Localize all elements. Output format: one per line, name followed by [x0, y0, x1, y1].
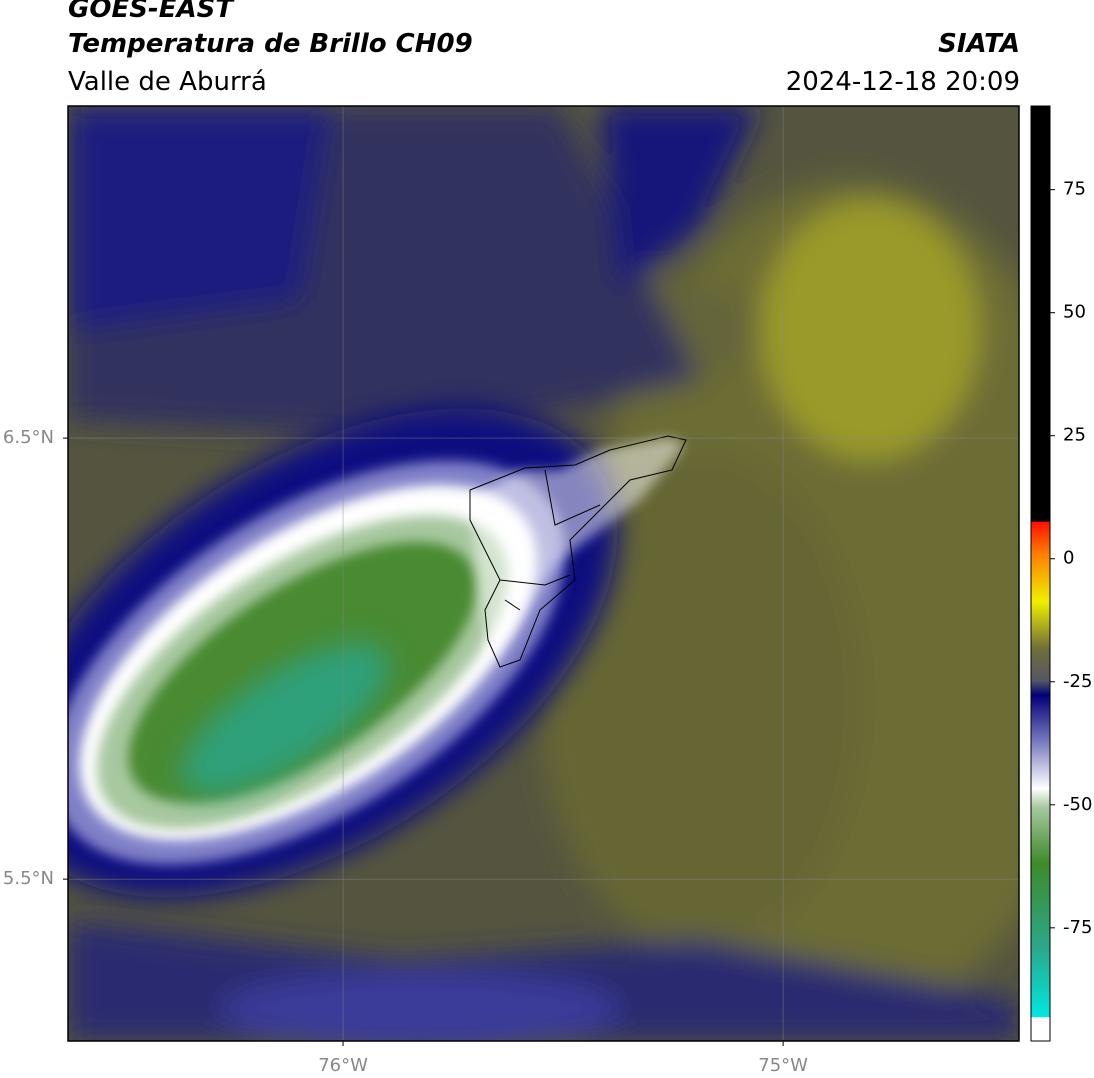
colorbar-tick-label: -50	[1063, 794, 1092, 815]
colorbar	[1030, 105, 1051, 1042]
colorbar-tick-label: 25	[1063, 425, 1086, 446]
datetime: 2024-12-18 20:09	[785, 67, 1020, 97]
lat-tick-label: 5.5°N	[3, 868, 54, 889]
source: SIATA	[938, 29, 1020, 59]
lon-tick-label: 75°W	[758, 1055, 808, 1076]
location: Valle de Aburrá	[68, 67, 267, 97]
map-frame	[67, 105, 1020, 1042]
lon-tick-label: 76°W	[318, 1055, 368, 1076]
colorbar-tick-label: 75	[1063, 179, 1086, 200]
subtitle: Temperatura de Brillo CH09	[68, 29, 473, 59]
title: GOES-EAST	[68, 0, 234, 24]
colorbar-tick-label: 0	[1063, 548, 1074, 569]
lat-tick-label: 6.5°N	[3, 427, 54, 448]
colorbar-tick-label: -75	[1063, 917, 1092, 938]
satellite-field	[68, 106, 1019, 1041]
colorbar-tick-label: -25	[1063, 671, 1092, 692]
colorbar-tick-label: 50	[1063, 302, 1086, 323]
